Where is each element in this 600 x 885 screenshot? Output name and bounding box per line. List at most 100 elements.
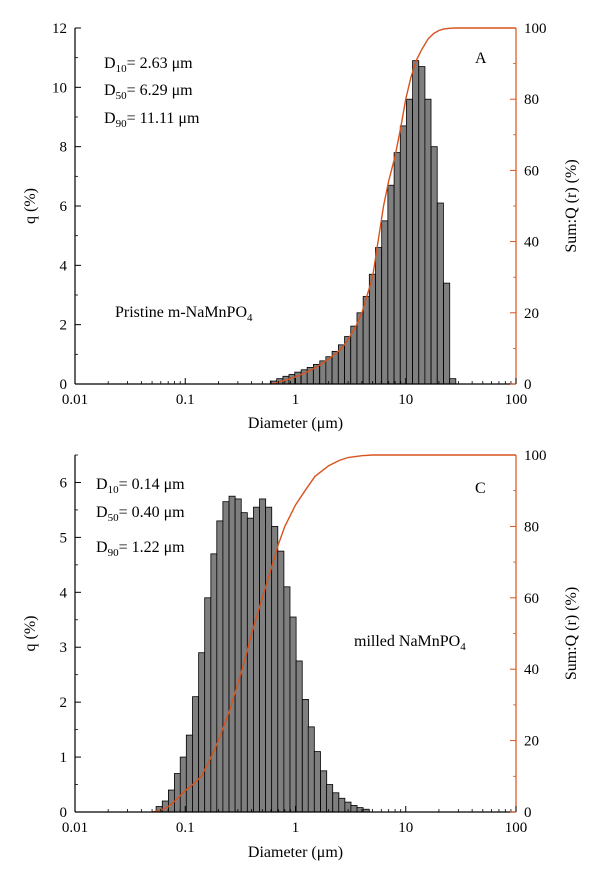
histogram-bar [326,784,334,813]
y-right-tick-label: 20 [524,734,539,750]
y-left-tick-label: 6 [60,199,68,215]
x-tick-label: 0.1 [176,392,195,408]
y-left-tick-label: 8 [60,140,68,156]
y-left-tick-label: 12 [52,21,67,37]
y-left-tick-label: 1 [60,750,68,766]
x-tick-label: 0.01 [62,820,88,836]
x-tick-label: 100 [505,820,528,836]
y-left-tick-label: 6 [60,475,68,491]
histogram-bar [210,553,218,813]
histogram-bar [387,184,395,385]
x-axis-title: Diameter (μm) [248,844,343,861]
histogram-bar [399,125,407,385]
stat-label-d90: D90= 1.22 μm [96,539,185,559]
chart-panel-c: 0.01 0.1 1 10 1000123456020406080100Diameter… [22,448,580,861]
y-right-tick-label: 100 [524,448,547,464]
histogram-bar [301,699,309,813]
histogram-bar [246,517,254,813]
histogram-bar [228,495,236,813]
y-right-tick-label: 0 [524,805,532,821]
y-axis-left-title: q (%) [22,616,39,652]
histogram-bar [381,220,389,385]
histogram-bar [271,526,279,813]
histogram-bar [168,789,175,813]
panel-letter: C [475,480,486,497]
histogram-bar [216,520,224,813]
histogram-bar [443,282,451,385]
x-tick-label: 10 [398,392,413,408]
cumulative-curve [270,27,516,385]
histogram-bar [313,751,321,813]
histogram-bar [424,98,432,385]
histogram-bar [289,616,297,813]
y-right-tick-label: 80 [524,519,539,535]
histogram-bar [179,756,187,813]
x-tick-label: 10 [398,820,413,836]
histogram-bar [449,378,457,385]
y-left-tick-label: 10 [52,80,67,96]
stat-label-d90: D90= 11.11 μm [104,110,200,130]
x-axis-title: Diameter (μm) [248,415,343,432]
y-axis-right-title: Sum:Q (r) (%) [563,159,580,252]
histogram-bar [405,98,413,385]
x-tick-label: 100 [505,392,528,408]
histogram-bar [174,773,181,813]
histogram-bar [204,597,212,813]
stat-label-d50: D50= 0.40 μm [96,504,185,524]
histogram-bar [430,146,438,385]
chart-panel-a: 0.01 0.1 1 10 100024681012020406080100Diamet… [22,21,580,432]
histogram-bar [436,202,444,385]
y-left-tick-label: 2 [60,695,68,711]
histogram-bar [338,797,346,813]
y-right-tick-label: 0 [524,377,532,393]
panel-letter: A [475,50,487,67]
y-left-tick-label: 0 [60,377,68,393]
histogram-bar [253,506,260,813]
y-right-tick-label: 60 [524,591,539,607]
y-left-tick-label: 4 [60,585,68,601]
y-axis-right-title: Sum:Q (r) (%) [563,587,580,680]
histogram-bar [412,60,420,385]
y-right-tick-label: 40 [524,662,539,678]
histogram-bar [418,66,426,385]
histogram-bar [295,660,303,813]
histogram-bar [362,296,370,385]
y-left-tick-label: 3 [60,640,68,656]
y-right-tick-label: 60 [524,163,539,179]
histogram-bar [356,312,364,385]
histogram-bar [198,652,206,813]
stat-label-d50: D50= 6.29 μm [104,82,193,102]
y-left-tick-label: 5 [60,530,68,546]
y-left-tick-label: 0 [60,805,68,821]
y-right-tick-label: 20 [524,306,539,322]
x-tick-label: 0.1 [176,820,195,836]
y-left-tick-label: 2 [60,318,68,334]
histogram-bar [368,273,376,385]
y-left-tick-label: 4 [60,258,68,274]
histogram-bar [185,734,193,813]
histogram-bar [332,792,340,813]
cumulative-curve [151,454,516,813]
sample-label: milled NaMnPO4 [354,633,466,653]
stat-label-d10: D10= 0.14 μm [96,476,185,496]
histogram-bar [283,586,291,813]
histogram-bar [307,726,315,813]
y-right-tick-label: 100 [524,21,547,37]
x-tick-label: 0.01 [62,392,88,408]
y-right-tick-label: 40 [524,235,539,251]
histogram-bar [222,501,230,813]
x-tick-label: 1 [292,820,300,836]
histogram-bar [277,550,285,813]
sample-label: Pristine m-NaMnPO4 [115,304,253,324]
histogram-bar [350,805,358,813]
histogram-bar [375,247,383,385]
histogram-bar [234,498,242,813]
y-axis-left-title: q (%) [22,188,39,224]
histogram-bars [155,495,370,813]
histogram-bars [269,60,457,385]
histogram-bar [265,506,273,813]
y-right-tick-label: 80 [524,92,539,108]
